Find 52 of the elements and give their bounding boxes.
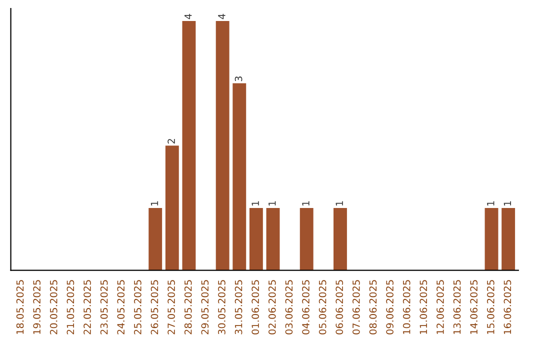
data-label: 4 xyxy=(218,14,226,20)
x-tick-label: 25.05.2025 xyxy=(134,280,142,334)
x-tick-label: 26.05.2025 xyxy=(150,280,158,334)
x-tick-label: 24.05.2025 xyxy=(117,280,125,334)
x-tick-label: 20.05.2025 xyxy=(50,280,58,334)
x-tick-label: 02.06.2025 xyxy=(268,280,276,334)
x-tick-label: 11.06.2025 xyxy=(420,280,428,334)
x-tick-label: 28.05.2025 xyxy=(184,280,192,334)
x-tick-label: 19.05.2025 xyxy=(33,280,41,334)
data-label: 2 xyxy=(168,139,175,144)
data-label: 1 xyxy=(487,201,494,206)
x-tick-label: 04.06.2025 xyxy=(302,280,310,334)
bar xyxy=(148,208,162,270)
bar xyxy=(182,20,196,270)
x-tick-label: 13.06.2025 xyxy=(453,280,461,334)
x-tick-label: 10.06.2025 xyxy=(402,280,410,334)
x-tick-label: 18.05.2025 xyxy=(16,280,24,334)
bar xyxy=(300,208,314,270)
x-tick-label: 09.06.2025 xyxy=(386,280,394,334)
x-tick-label: 03.06.2025 xyxy=(285,280,293,334)
bar xyxy=(249,208,263,270)
bar xyxy=(165,146,179,270)
x-tick-label: 21.05.2025 xyxy=(66,280,74,334)
x-tick-label: 16.06.2025 xyxy=(504,280,512,334)
x-tick-label: 30.05.2025 xyxy=(218,280,226,334)
data-label: 1 xyxy=(336,201,343,206)
bar xyxy=(334,208,347,270)
data-label: 1 xyxy=(504,201,511,206)
x-tick-label: 08.06.2025 xyxy=(369,280,377,334)
x-tick-label: 14.06.2025 xyxy=(470,280,478,334)
x-tick-label: 15.06.2025 xyxy=(486,280,494,334)
x-tick-label: 07.06.2025 xyxy=(352,280,360,334)
bar xyxy=(232,83,246,270)
bar xyxy=(502,208,516,270)
bar xyxy=(266,208,280,270)
x-tick-label: 22.05.2025 xyxy=(84,280,91,334)
x-tick-label: 06.06.2025 xyxy=(336,280,344,334)
data-label: 4 xyxy=(184,14,192,20)
x-tick-label: 29.05.2025 xyxy=(201,280,209,334)
x-tick-label: 01.06.2025 xyxy=(252,280,260,334)
data-label: 1 xyxy=(302,201,310,206)
data-label: 1 xyxy=(268,201,276,206)
data-label: 1 xyxy=(150,201,158,206)
bar xyxy=(216,20,230,270)
bar xyxy=(484,208,498,270)
data-label: 1 xyxy=(252,201,259,206)
x-tick-label: 12.06.2025 xyxy=(436,280,444,334)
x-tick-label: 27.05.2025 xyxy=(168,280,175,334)
data-label: 3 xyxy=(234,76,242,82)
x-tick-label: 23.05.2025 xyxy=(100,280,108,334)
x-tick-label: 05.06.2025 xyxy=(318,280,326,334)
x-tick-label: 31.05.2025 xyxy=(234,280,242,334)
